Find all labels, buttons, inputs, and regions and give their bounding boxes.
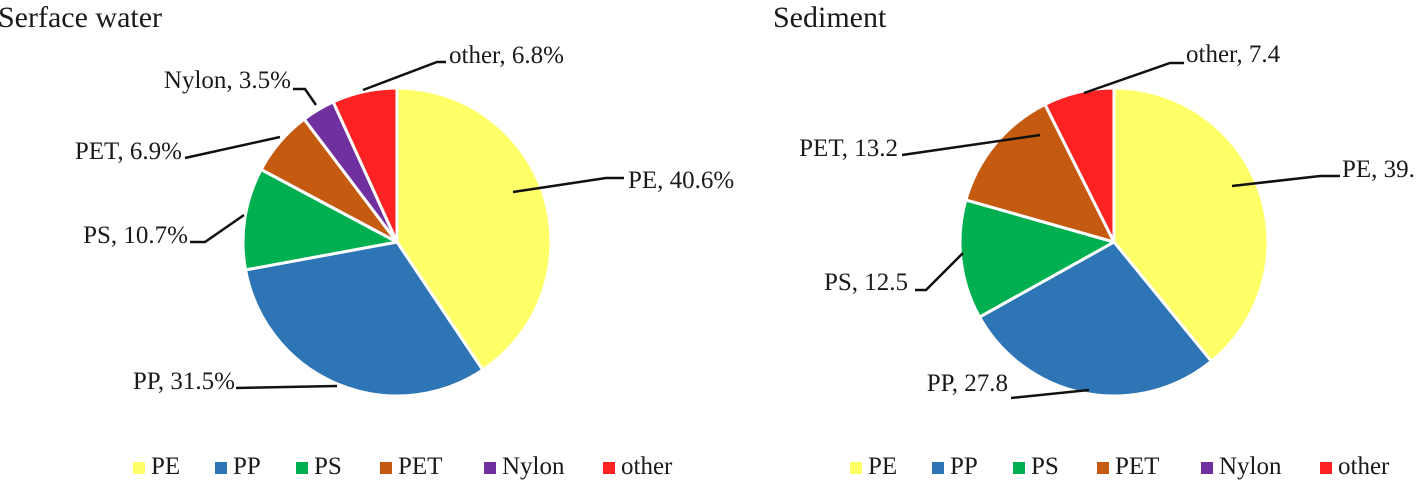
data-label-pe: PE, 39.1: [1342, 156, 1417, 183]
leader-line-pp: [1010, 388, 1090, 400]
pie-slice-pp: [244, 240, 485, 398]
legend-item-pp: PP: [932, 453, 978, 480]
leader-line-pp: [235, 384, 338, 390]
data-label-ps: PS, 12.5: [824, 269, 908, 296]
legend-label: PE: [151, 453, 180, 480]
legend-label: other: [1338, 453, 1390, 480]
leader-line-other: [1083, 61, 1184, 95]
legend-item-ps: PS: [296, 453, 342, 480]
legend-item-pp: PP: [215, 453, 261, 480]
legend-label: PS: [1031, 453, 1059, 480]
pie-slice-pe: [1112, 86, 1270, 363]
data-label-pe: PE, 40.6%: [628, 167, 734, 194]
legend-label: other: [621, 453, 673, 480]
pie-slice-other: [1043, 86, 1116, 244]
chart-title: Serface water: [0, 1, 162, 34]
pie-slice-pp: [978, 240, 1213, 398]
legend-item-other: other: [603, 453, 673, 480]
data-label-ps: PS, 10.7%: [83, 222, 188, 249]
leader-line-nylon: [293, 87, 318, 106]
data-label-other: other, 7.4: [1186, 41, 1281, 68]
leader-line-pet: [901, 133, 1041, 157]
leader-line-pet: [184, 135, 281, 160]
data-label-pet: PET, 13.2: [799, 135, 898, 162]
leader-line-ps: [190, 213, 245, 244]
legend-swatch: [932, 462, 944, 474]
legend-item-nylon: Nylon: [484, 453, 565, 480]
legend-label: Nylon: [1219, 453, 1282, 480]
legend-item-ps: PS: [1013, 453, 1059, 480]
legend-label: PET: [1115, 453, 1159, 480]
legend-swatch: [215, 462, 227, 474]
data-label-pp: PP, 27.8: [927, 370, 1008, 397]
legend-item-pet: PET: [1097, 453, 1159, 480]
legend-label: PET: [398, 453, 442, 480]
legend-swatch: [133, 462, 145, 474]
legend-swatch: [296, 462, 308, 474]
pie-slice-other: [331, 86, 399, 244]
data-label-nylon: Nylon, 3.5%: [164, 67, 291, 94]
legend-swatch: [1320, 462, 1332, 474]
leader-line-ps: [915, 252, 964, 292]
legend-label: PP: [950, 453, 978, 480]
chart-title: Sediment: [773, 1, 887, 34]
data-label-pp: PP, 31.5%: [133, 368, 235, 395]
leader-line-pe: [512, 176, 624, 194]
legend-swatch: [603, 462, 615, 474]
legend-label: PE: [868, 453, 897, 480]
leader-line-other: [362, 60, 446, 92]
legend-swatch: [380, 462, 392, 474]
legend-label: Nylon: [502, 453, 565, 480]
chart-sediment: Sediment PE, 39.1 PP, 27.8 PS, 12.5 PET, 13…: [773, 1, 1417, 480]
legend-swatch: [484, 462, 496, 474]
legend-swatch: [1201, 462, 1213, 474]
legend-item-pet: PET: [380, 453, 442, 480]
legend-label: PS: [314, 453, 342, 480]
chart-serface-water: Serface water PE, 40.6% PP, 31.5% PS, 10.7…: [0, 1, 734, 480]
data-label-other: other, 6.8%: [449, 42, 564, 69]
legend-swatch: [1097, 462, 1109, 474]
legend-item-other: other: [1320, 453, 1390, 480]
pie-slice-pe: [395, 86, 553, 372]
pie-slice-ps: [241, 168, 399, 272]
leader-line-pe: [1231, 174, 1340, 188]
legend-label: PP: [233, 453, 261, 480]
pie-slice-pet: [964, 102, 1116, 244]
legend-swatch: [1013, 462, 1025, 474]
legend-item-pe: PE: [133, 453, 180, 480]
legend-item-nylon: Nylon: [1201, 453, 1282, 480]
pie-slice-ps: [958, 198, 1116, 319]
data-label-pet: PET, 6.9%: [75, 138, 182, 165]
legend-swatch: [850, 462, 862, 474]
legend-item-pe: PE: [850, 453, 897, 480]
